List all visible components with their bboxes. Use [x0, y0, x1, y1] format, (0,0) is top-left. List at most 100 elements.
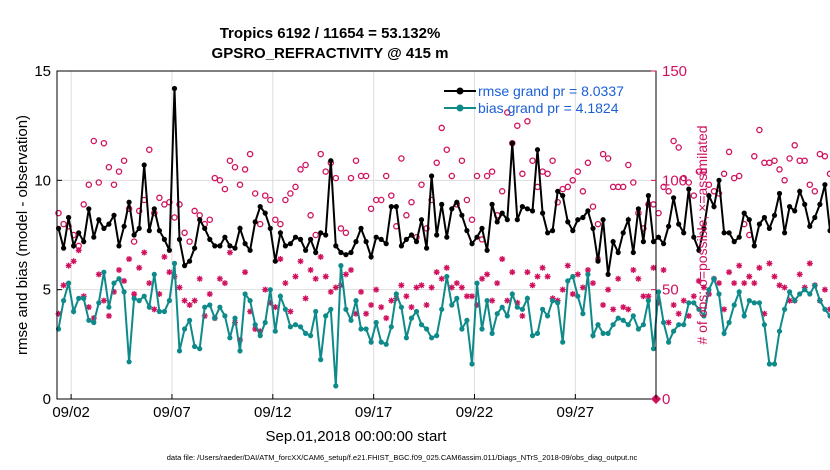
rmse-point — [746, 217, 752, 223]
bias-point — [126, 359, 132, 365]
obs-possible-point — [705, 181, 713, 188]
rmse-point — [741, 210, 747, 216]
obs-possible-point — [816, 150, 824, 158]
rmse-point — [111, 212, 117, 218]
rmse-point — [756, 221, 763, 227]
bias-point — [469, 361, 475, 367]
rmse-point — [625, 217, 631, 223]
y-tick-label-right: 0 — [662, 391, 670, 408]
bias-point — [444, 273, 450, 280]
bias-point — [691, 300, 697, 306]
rmse-point — [691, 234, 697, 240]
obs-assimilated-point — [317, 253, 324, 260]
bias-point — [736, 289, 742, 295]
obs-possible-point — [589, 203, 597, 210]
obs-possible-point — [720, 170, 728, 178]
x-tick-label: 09/27 — [557, 404, 595, 421]
rmse-point — [817, 201, 823, 207]
rmse-point — [666, 223, 672, 229]
bias-point — [580, 311, 586, 317]
obs-possible-point — [544, 170, 551, 178]
obs-assimilated-point — [574, 271, 581, 278]
obs-assimilated-point — [221, 280, 228, 287]
bias-point — [247, 298, 253, 304]
obs-assimilated-point — [302, 295, 309, 302]
obs-assimilated-point — [383, 315, 390, 322]
rmse-point — [156, 228, 162, 234]
bias-point — [303, 330, 309, 336]
obs-assimilated-point — [675, 310, 682, 317]
rmse-point — [620, 230, 626, 236]
obs-assimilated-point — [60, 282, 67, 289]
bias-point — [731, 302, 737, 308]
obs-possible-point — [660, 183, 667, 191]
rmse-point — [116, 243, 122, 249]
obs-possible-point — [246, 150, 254, 158]
rmse-point — [308, 236, 314, 242]
bias-line — [57, 263, 830, 386]
obs-assimilated-point — [685, 312, 692, 319]
rmse-point — [681, 230, 687, 236]
rmse-point — [711, 204, 717, 210]
obs-possible-point — [735, 172, 743, 180]
bias-point — [721, 330, 727, 336]
bias-point — [792, 298, 798, 304]
rmse-point — [81, 239, 87, 245]
x-tick-label: 09/22 — [456, 404, 494, 421]
rmse-point — [343, 252, 349, 258]
obs-possible-point — [448, 172, 456, 180]
obs-assimilated-point — [352, 310, 359, 317]
obs-possible-point — [307, 212, 314, 219]
rmse-point — [353, 239, 359, 245]
legend: rmse grand pr = 8.0337 bias grand pr = 4… — [444, 83, 624, 116]
rmse-point — [398, 243, 404, 249]
obs-assimilated-point — [605, 286, 612, 293]
obs-possible-point — [292, 183, 299, 191]
bias-point — [681, 322, 687, 328]
obs-possible-point — [261, 192, 269, 199]
bias-point — [696, 306, 702, 312]
bias-point — [666, 339, 672, 345]
bias-point — [373, 319, 379, 326]
rmse-point — [358, 225, 364, 231]
bias-point — [635, 326, 642, 332]
obs-possible-point — [685, 179, 693, 186]
rmse-point — [328, 158, 334, 164]
bias-point — [766, 361, 773, 367]
obs-assimilated-point — [146, 280, 153, 287]
bias-point — [76, 295, 82, 301]
rmse-point — [217, 243, 223, 249]
obs-assimilated-point — [559, 286, 566, 293]
obs-possible-point — [594, 220, 602, 228]
rmse-point — [534, 147, 541, 153]
obs-possible-point — [650, 201, 657, 208]
obs-assimilated-point — [479, 275, 486, 282]
rmse-point — [615, 249, 621, 256]
obs-possible-point — [569, 177, 577, 184]
obs-possible-point — [105, 163, 113, 171]
obs-possible-point — [534, 183, 541, 191]
bias-point — [484, 298, 490, 304]
obs-assimilated-point — [670, 301, 677, 308]
obs-assimilated-point — [368, 301, 375, 308]
y-tick-label-left: 0 — [43, 391, 51, 408]
bias-point — [161, 308, 167, 315]
obs-possible-point — [181, 229, 188, 237]
bias-point — [494, 311, 500, 317]
obs-possible-point — [277, 220, 284, 228]
obs-assimilated-point — [181, 297, 188, 304]
bias-point — [555, 300, 561, 306]
bias-point — [232, 315, 238, 321]
bias-point — [686, 300, 692, 306]
bias-point — [701, 313, 707, 319]
bias-point — [610, 322, 616, 328]
rmse-point — [580, 214, 586, 221]
rmse-point — [797, 188, 803, 194]
rmse-point — [540, 210, 546, 216]
bias-point — [545, 313, 551, 319]
obs-assimilated-point — [257, 328, 264, 335]
rmse-point — [151, 206, 157, 212]
obs-assimilated-point — [151, 306, 158, 313]
obs-possible-point — [55, 209, 62, 217]
footer-data-file: data file: /Users/raeder/DAI/ATM_forcXX/… — [167, 453, 638, 462]
